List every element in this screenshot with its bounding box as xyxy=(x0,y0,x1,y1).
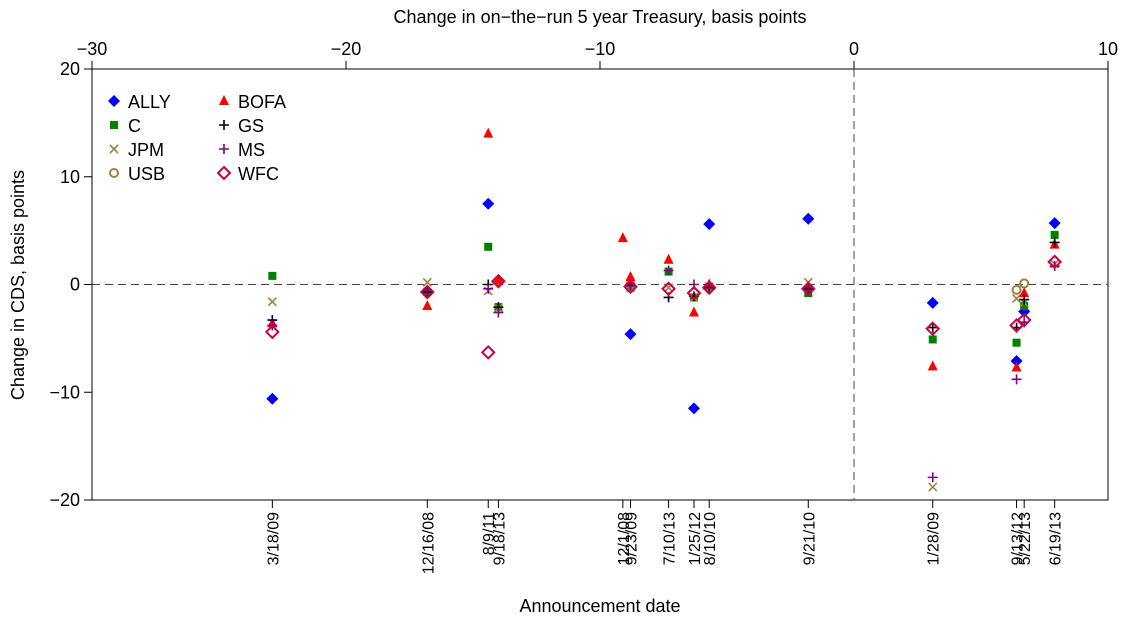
point xyxy=(703,218,716,231)
point xyxy=(927,472,938,483)
legend-marker xyxy=(219,120,229,130)
date-label: 8/9/11 xyxy=(481,512,498,555)
date-label: 12/1/08 xyxy=(616,512,633,565)
point xyxy=(422,300,433,311)
date-label: 8/10/10 xyxy=(702,512,719,565)
point xyxy=(625,270,636,281)
date-label: 5/22/13 xyxy=(1017,512,1034,565)
date-label: 6/19/13 xyxy=(1048,512,1065,565)
legend-label: USB xyxy=(128,164,165,184)
point xyxy=(927,322,938,333)
legend-marker xyxy=(216,165,232,181)
date-label: 9/18/13 xyxy=(491,512,508,565)
point xyxy=(480,344,496,360)
legend-label: ALLY xyxy=(128,92,171,112)
point xyxy=(483,283,494,294)
point xyxy=(1049,237,1060,248)
point xyxy=(1012,338,1021,347)
date-label: 9/23/09 xyxy=(623,512,640,565)
legend-label: JPM xyxy=(128,140,164,160)
y-tick-label: 10 xyxy=(60,167,80,187)
legend-marker xyxy=(108,95,120,107)
point xyxy=(1047,254,1063,270)
point xyxy=(1011,284,1022,295)
point xyxy=(687,402,700,415)
point xyxy=(686,285,702,301)
point xyxy=(422,277,432,287)
point xyxy=(493,307,504,318)
x-tick-label: −10 xyxy=(585,39,616,59)
date-label: 1/25/12 xyxy=(687,512,704,565)
point xyxy=(927,360,938,371)
point xyxy=(422,285,433,296)
point xyxy=(688,306,699,317)
y-axis-title: Change in CDS, basis points xyxy=(8,170,28,400)
legend-marker xyxy=(109,144,119,154)
point xyxy=(617,232,628,243)
legend-marker xyxy=(109,168,119,178)
x-tick-label: −20 xyxy=(331,39,362,59)
x-tick-label: −30 xyxy=(77,39,108,59)
point xyxy=(484,242,493,251)
y-tick-label: 20 xyxy=(60,59,80,79)
point xyxy=(1010,355,1023,368)
point xyxy=(483,127,494,138)
legend-label: C xyxy=(128,116,141,136)
x-axis-title: Announcement date xyxy=(519,596,680,616)
y-tick-label: 0 xyxy=(70,275,80,295)
top-axis-title: Change in on−the−run 5 year Treasury, ba… xyxy=(394,7,807,27)
legend-marker xyxy=(219,95,229,105)
point xyxy=(928,335,937,344)
date-label: 12/16/08 xyxy=(420,512,437,574)
point xyxy=(1020,302,1029,311)
point xyxy=(1011,293,1022,304)
point xyxy=(1048,217,1061,230)
point xyxy=(803,282,814,293)
point xyxy=(264,324,280,340)
point xyxy=(266,392,279,405)
y-tick-label: −20 xyxy=(49,490,80,510)
legend-label: WFC xyxy=(238,164,279,184)
point xyxy=(624,328,637,341)
x-tick-label: 0 xyxy=(849,39,859,59)
point xyxy=(661,281,676,297)
point xyxy=(802,212,815,225)
point xyxy=(1050,230,1059,239)
date-label: 7/10/13 xyxy=(662,512,679,565)
point xyxy=(1011,361,1022,372)
point xyxy=(928,482,938,492)
point xyxy=(701,280,717,296)
legend-label: BOFA xyxy=(238,92,286,112)
legend-label: GS xyxy=(238,116,264,136)
point xyxy=(493,274,504,285)
point xyxy=(925,321,941,337)
date-label: 1/28/09 xyxy=(926,512,943,565)
point xyxy=(1019,278,1030,289)
point xyxy=(1019,294,1030,305)
point xyxy=(268,271,277,280)
legend-marker xyxy=(219,144,229,154)
point xyxy=(1049,261,1060,272)
date-label: 9/13/12 xyxy=(1010,512,1027,565)
y-tick-label: −10 xyxy=(49,382,80,402)
point xyxy=(482,197,495,210)
date-label: 3/18/09 xyxy=(265,512,282,565)
point xyxy=(1011,374,1022,385)
point xyxy=(1016,312,1032,328)
point xyxy=(800,281,816,297)
point xyxy=(663,253,674,264)
legend-label: MS xyxy=(238,140,265,160)
point xyxy=(663,265,674,276)
date-label: 9/21/10 xyxy=(801,512,818,565)
point xyxy=(267,297,277,307)
point xyxy=(490,273,506,289)
point xyxy=(1019,287,1030,298)
point xyxy=(926,296,939,309)
legend-marker xyxy=(110,121,118,129)
x-tick-label: 10 xyxy=(1098,39,1118,59)
point xyxy=(419,284,435,300)
point xyxy=(623,279,638,295)
